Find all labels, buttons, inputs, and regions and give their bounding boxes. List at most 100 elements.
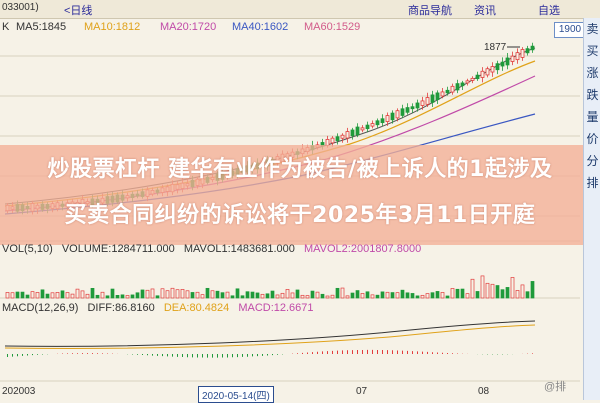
ma10-value: MA10:1812	[84, 21, 141, 33]
vol-label: VOL(5,10)	[2, 243, 53, 255]
candle-body	[445, 89, 450, 94]
ma60-value: MA60:1529	[304, 21, 361, 33]
side-toolbar: 卖 买 涨 跌 量 价 分 排	[583, 18, 600, 400]
candle-body	[470, 77, 475, 81]
volume-bar	[530, 281, 535, 299]
volume-bar	[485, 282, 490, 299]
side-item-minute[interactable]: 分	[586, 154, 599, 168]
volume-bar	[95, 294, 100, 299]
volume-bar	[175, 289, 180, 299]
tab-product-nav[interactable]: 商品导航	[408, 5, 452, 17]
headline-line-2: 买卖合同纠纷的诉讼将于2025年3月11日开庭	[64, 203, 536, 228]
candle-body	[450, 85, 455, 93]
volume-bar	[440, 292, 445, 299]
volume-bar	[210, 290, 215, 299]
volume-bar	[70, 293, 75, 299]
volume-bar	[25, 294, 30, 299]
volume-bar	[280, 292, 285, 299]
volume-bar	[150, 288, 155, 299]
date-label-1: 202003	[2, 386, 36, 397]
candle-body	[435, 92, 440, 101]
side-item-rank[interactable]: 排	[586, 176, 599, 190]
volume-bar	[185, 290, 190, 299]
candle-body	[455, 83, 460, 91]
tab-news[interactable]: 资讯	[474, 5, 496, 17]
candle-body	[525, 48, 530, 54]
volume-bar	[60, 290, 65, 299]
volume-bar	[245, 291, 250, 299]
volume-bar	[435, 291, 440, 299]
date-label-4: 08	[478, 386, 490, 397]
volume-bar	[275, 294, 280, 299]
volume-bar	[180, 289, 185, 299]
volume-bar	[325, 295, 330, 299]
watermark: @排	[544, 381, 567, 393]
volume-bar	[510, 277, 515, 299]
candle-body	[400, 108, 405, 116]
volume-bar	[35, 292, 40, 299]
volume-bar	[525, 291, 530, 299]
volume-bar	[395, 292, 400, 299]
top-strip: 033001) <日线 商品导航 资讯 自选	[0, 0, 600, 19]
candle-body	[485, 68, 490, 76]
candle-body	[480, 70, 485, 78]
volume-bar	[285, 289, 290, 299]
volume-bar	[15, 291, 20, 299]
volume-bar	[250, 291, 255, 299]
side-item-up[interactable]: 涨	[586, 66, 599, 80]
volume-bar	[190, 292, 195, 299]
side-item-volume[interactable]: 量	[586, 110, 599, 124]
volume-bar	[40, 289, 45, 299]
volume-bar	[465, 293, 470, 299]
side-item-down[interactable]: 跌	[586, 88, 599, 102]
volume-bar	[65, 292, 70, 299]
volume-bar	[415, 295, 420, 299]
candle-body	[360, 127, 365, 131]
volume-bar	[370, 294, 375, 299]
news-headline-banner[interactable]: 炒股票杠杆 建华有业作为被告/被上诉人的1起涉及 买卖合同纠纷的诉讼将于2025…	[0, 145, 600, 245]
volume-bar	[305, 295, 310, 299]
candle-body	[340, 134, 345, 139]
volume-bar	[520, 284, 525, 299]
tab-watchlist[interactable]: 自选	[538, 5, 560, 17]
volume-bar	[410, 293, 415, 299]
volume-bar	[90, 287, 95, 299]
side-item-buy[interactable]: 买	[586, 44, 599, 58]
volume-bar	[160, 288, 165, 299]
volume-bar	[45, 293, 50, 299]
date-axis: 202003 2020-05-14(四) 07 08	[0, 384, 580, 403]
volume-bar	[505, 287, 510, 299]
candle-body	[410, 106, 415, 110]
volume-bar	[265, 293, 270, 299]
side-item-price[interactable]: 价	[586, 132, 599, 146]
macd-label: MACD(12,26,9)	[2, 302, 79, 314]
diff-value: DIFF:86.8160	[87, 302, 155, 314]
dea-value: DEA:80.4824	[163, 302, 230, 314]
candle-body	[395, 110, 400, 119]
volume-bar	[230, 295, 235, 299]
candle-body	[440, 91, 445, 97]
candle-body	[495, 63, 500, 71]
volume-bar	[125, 295, 130, 299]
volume-bar	[240, 295, 245, 299]
ma20-value: MA20:1720	[160, 21, 217, 33]
stock-code: 033001)	[2, 2, 39, 13]
macd-bars	[7, 349, 533, 358]
diff-line	[4, 320, 536, 347]
side-item-sell[interactable]: 卖	[586, 22, 599, 36]
volume-bar	[80, 290, 85, 299]
candle-body	[355, 126, 360, 136]
back-to-daily[interactable]: <日线	[64, 5, 93, 17]
candle-body	[465, 80, 470, 84]
candle-body	[490, 66, 495, 73]
volume-bar	[330, 294, 335, 299]
volume-bar	[135, 292, 140, 299]
volume-bar	[365, 291, 370, 299]
candle-body	[530, 45, 535, 51]
volume-bar	[320, 293, 325, 299]
volume-bar	[55, 292, 60, 299]
volume-bar	[145, 289, 150, 299]
volume-bar	[5, 292, 10, 299]
volume-bar	[10, 292, 15, 299]
volume-bar	[335, 287, 340, 299]
